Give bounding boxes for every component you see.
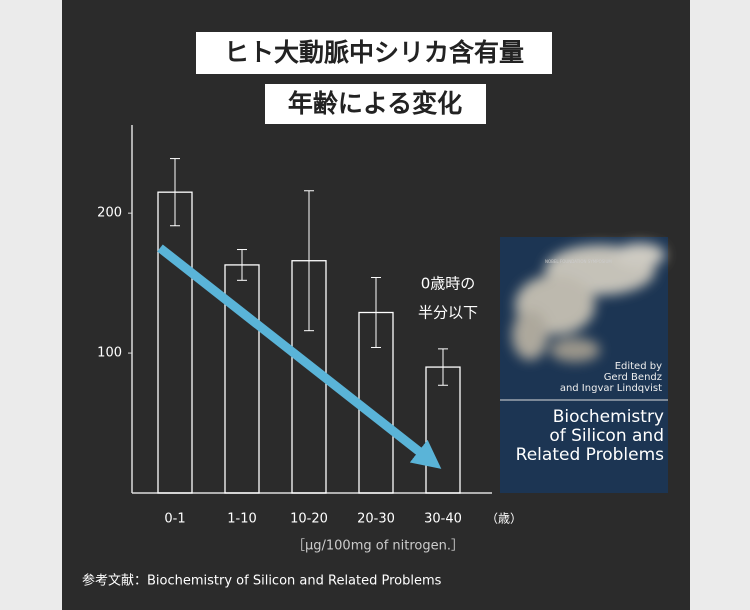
cloud bbox=[512, 243, 665, 362]
y-tick-label: 200 bbox=[97, 206, 122, 221]
book-title: Related Problems bbox=[516, 445, 664, 465]
annotation: 半分以下 bbox=[418, 304, 478, 322]
editor: Edited by bbox=[615, 361, 662, 372]
y-unit: ［μg/100mg of nitrogen.］ bbox=[292, 539, 464, 554]
title-box bbox=[196, 32, 552, 74]
subtitle-box bbox=[265, 84, 486, 124]
x-tick-label: 20-30 bbox=[357, 512, 395, 527]
editor: Gerd Bendz bbox=[604, 372, 662, 383]
x-tick-label: 1-10 bbox=[227, 512, 257, 527]
book-title: Biochemistry bbox=[553, 407, 664, 427]
source: 参考文献：Biochemistry of Silicon and Related… bbox=[82, 573, 442, 589]
y-tick-label: 100 bbox=[97, 346, 122, 361]
x-tick-label: 0-1 bbox=[164, 512, 185, 527]
x-tick-label: 30-40 bbox=[424, 512, 462, 527]
x-tick-label: 10-20 bbox=[290, 512, 328, 527]
book-title: of Silicon and bbox=[549, 426, 664, 446]
series-label: NOBEL FOUNDATION SYMPOSIUM bbox=[545, 259, 612, 264]
chart-subtitle: 年齢による変化 bbox=[288, 89, 462, 118]
annotation: 0歳時の bbox=[421, 275, 476, 293]
chart-title: ヒト大動脈中シリカ含有量 bbox=[224, 38, 524, 67]
x-unit: （歳） bbox=[486, 512, 522, 526]
book-cover: NOBEL FOUNDATION SYMPOSIUM Edited by Ger… bbox=[500, 237, 668, 493]
trend-arrow bbox=[157, 244, 442, 469]
editor: and Ingvar Lindqvist bbox=[560, 383, 662, 394]
